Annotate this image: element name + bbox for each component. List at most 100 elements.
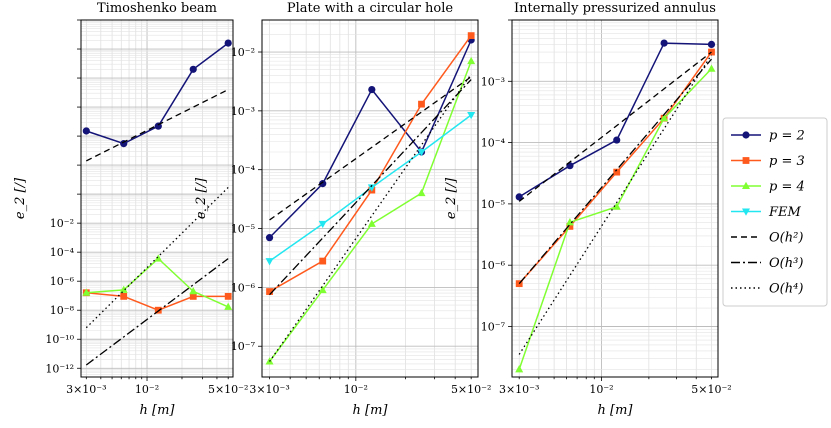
plot-frame	[261, 19, 479, 378]
series-p-3-point	[120, 292, 128, 300]
x-tick-label: 10⁻²	[135, 383, 159, 396]
x-axis-label: h [m]	[140, 403, 176, 418]
series-p-4-point	[612, 202, 621, 210]
series-p-2-point	[368, 85, 376, 94]
series-o-h-3-line	[269, 79, 472, 296]
legend-entry: O(h⁴)	[731, 282, 803, 297]
legend-entry: p = 3	[731, 154, 805, 169]
y-tick-label: 10⁻⁸	[50, 304, 75, 317]
series-fem-point	[467, 112, 476, 120]
y-tick-label: 10⁻²	[50, 217, 74, 230]
x-tick-label: 5×10⁻²	[451, 383, 491, 396]
series-p-2-point	[515, 193, 523, 201]
x-grid	[518, 20, 712, 381]
series-p-4-line	[518, 68, 713, 370]
legend-label: p = 2	[769, 129, 805, 144]
chart-title: Plate with a circular hole	[287, 1, 454, 16]
series-o-h-3-line	[85, 258, 229, 366]
series-p-2-point	[613, 136, 621, 144]
series-p-3-line	[269, 35, 472, 293]
series-p-4-line	[268, 60, 472, 362]
x-tick-label: 5×10⁻²	[691, 383, 731, 396]
x-axis-label: h [m]	[598, 403, 634, 418]
chart-panel-2: Plate with a circular hole 10⁻⁷ 10⁻⁶ 10⁻⁵ 10…	[194, 1, 491, 418]
x-grid	[269, 20, 472, 381]
series-p-2-point	[319, 180, 327, 188]
chart-panel-1: Timoshenko beam 10⁻¹² 10⁻¹⁰ 10⁻⁸ 10⁻⁶ 10⁻⁴ 10⁻…	[13, 1, 248, 418]
series-p-2-point	[707, 40, 716, 48]
legend-label: O(h⁴)	[769, 282, 803, 297]
legend-label: p = 3	[769, 154, 805, 169]
series-p-3-point	[266, 288, 273, 295]
y-tick-label: 10⁻³	[231, 105, 255, 118]
series-p-3-point	[418, 100, 425, 108]
series-fem-point	[318, 220, 327, 229]
y-tick-label: 10⁻³	[481, 75, 505, 88]
y-tick-label: 10⁻⁶	[50, 275, 75, 288]
series-p-3-point	[566, 222, 574, 230]
series-p-4-point	[119, 285, 128, 293]
y-tick-label: 10⁻²	[231, 46, 255, 59]
y-grid	[77, 19, 233, 378]
x-tick-label: 3×10⁻³	[249, 383, 289, 396]
y-grid	[258, 23, 478, 378]
series-p-3-point	[467, 32, 475, 40]
chart-panel-3: Internally pressurized annulus 10⁻⁷ 10⁻⁶ 10…	[444, 1, 732, 418]
series-p-3-point	[224, 292, 232, 300]
x-axis-label: h [m]	[353, 403, 389, 418]
legend-label: O(h²)	[769, 231, 803, 246]
series-p-4-point	[707, 64, 716, 72]
series-o-h-2-line	[269, 76, 472, 221]
series-p-4-point	[515, 365, 524, 373]
legend-frame	[722, 117, 828, 307]
x-tick-label: 5×10⁻²	[208, 383, 248, 396]
legend-entry: O(h²)	[731, 231, 803, 246]
series-p-4-point	[417, 188, 426, 197]
series-p-3-line	[518, 51, 713, 285]
y-tick-label: 10⁻⁷	[481, 320, 506, 333]
x-tick-label: 10⁻²	[344, 383, 368, 396]
series-p-2-point	[224, 39, 232, 47]
series-p-4-point	[565, 218, 574, 226]
series-p-3-point	[189, 292, 197, 300]
y-tick-label: 10⁻⁶	[231, 281, 256, 294]
series-p-3-point	[613, 168, 621, 176]
legend-label: p = 4	[769, 180, 805, 195]
series-o-h-2-line	[86, 89, 229, 162]
legend-entry: O(h³)	[731, 256, 803, 271]
series-o-h-4-line	[518, 54, 713, 355]
series-fem-point	[417, 148, 426, 157]
series-o-h-3-line	[518, 58, 712, 285]
legend-entry: p = 2	[731, 129, 805, 144]
series-o-h-4-line	[85, 186, 229, 329]
legend-entry: p = 4	[731, 180, 805, 195]
series-p-2-point	[189, 65, 197, 73]
plot-frame	[511, 19, 719, 378]
legend-label: O(h³)	[769, 256, 803, 271]
series-p-2-point	[660, 39, 668, 47]
y-tick-label: 10⁻⁴	[231, 164, 256, 177]
legend-label: FEM	[768, 205, 802, 220]
y-tick-label: 10⁻⁵	[231, 223, 255, 236]
series-p-4-point	[224, 302, 233, 310]
y-tick-label: 10⁻⁷	[231, 340, 256, 353]
plot-frame	[80, 19, 234, 378]
y-axis-label: e_2 [/]	[13, 177, 28, 219]
series-p-3-point	[319, 257, 327, 265]
series-group	[265, 32, 476, 365]
legend: p = 2 p = 3 p = 4 FEM O(h²) O(h³) O(h⁴)	[722, 117, 828, 307]
y-axis-label: e_2 [/]	[444, 177, 459, 219]
series-p-4-point	[82, 288, 91, 296]
y-tick-label: 10⁻⁵	[481, 198, 505, 211]
series-fem-point	[367, 184, 376, 192]
series-p-4-point	[367, 219, 376, 227]
series-p-2-point	[265, 234, 274, 242]
y-tick-label: 10⁻⁴	[481, 137, 506, 150]
x-tick-label: 10⁻²	[589, 383, 613, 396]
series-p-4-point	[660, 113, 669, 122]
y-tick-label: 10⁻¹⁰	[45, 333, 74, 346]
legend-entry: FEM	[731, 205, 802, 220]
series-p-4-point	[189, 286, 198, 295]
series-group	[515, 39, 716, 373]
